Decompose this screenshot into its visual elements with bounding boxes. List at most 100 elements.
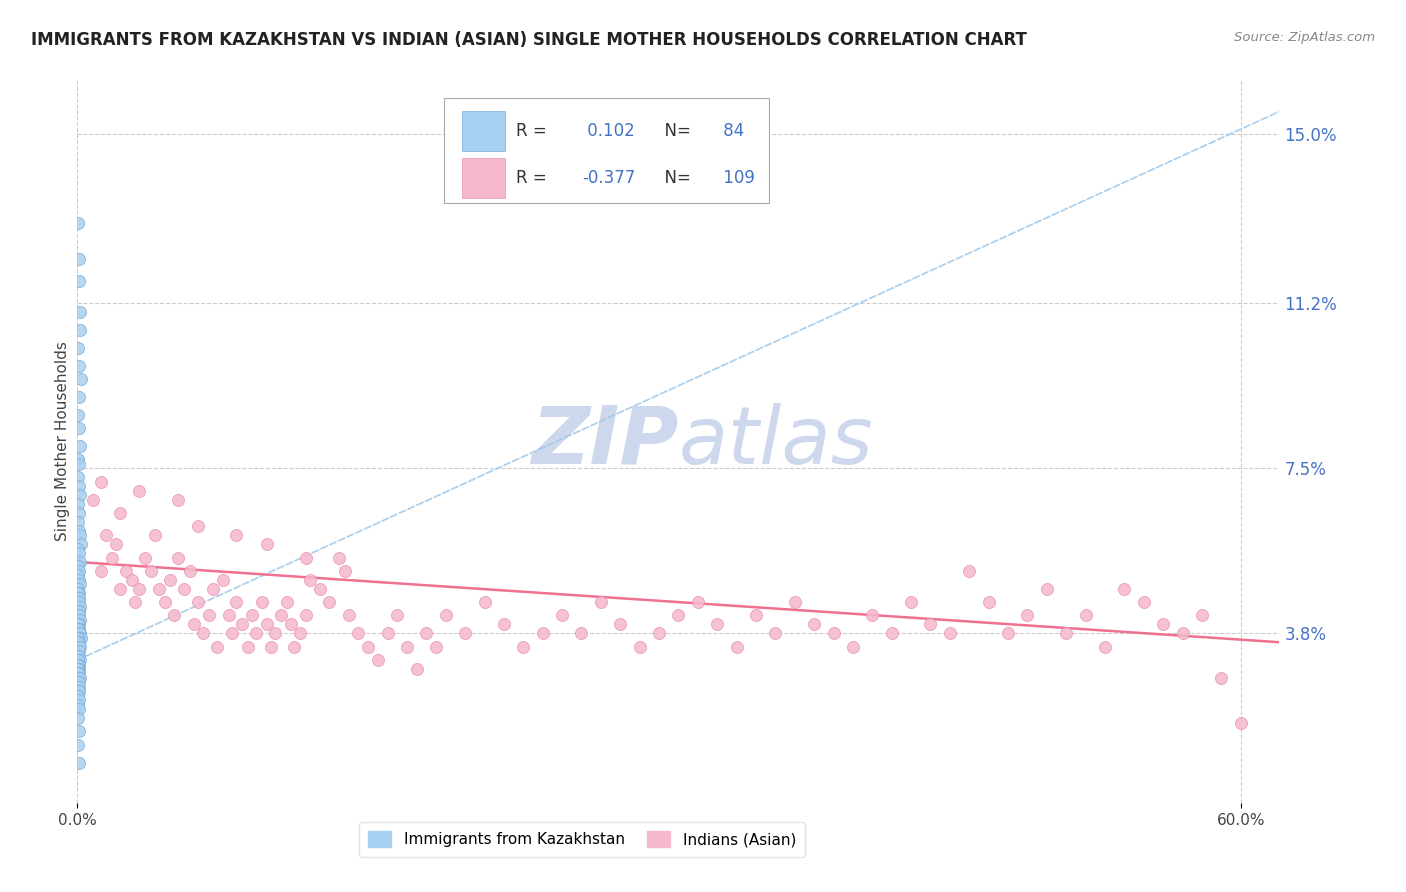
Point <box>860 608 883 623</box>
Point <box>69 671 91 685</box>
Point <box>67 689 90 703</box>
Point <box>67 479 90 493</box>
Point <box>67 684 90 698</box>
Point <box>69 323 91 337</box>
Point <box>67 702 90 716</box>
Point <box>333 564 356 578</box>
Point <box>67 680 90 694</box>
Point <box>67 564 90 578</box>
Text: 109: 109 <box>718 169 755 187</box>
Point <box>159 573 181 587</box>
Point <box>67 506 90 520</box>
Point <box>69 599 91 614</box>
Point <box>67 698 90 712</box>
Point <box>240 608 263 623</box>
Point <box>67 341 90 355</box>
Point <box>977 595 1000 609</box>
Point <box>124 595 146 609</box>
Point <box>405 662 427 676</box>
Point <box>69 653 91 667</box>
Point <box>745 608 768 623</box>
Point <box>67 684 90 698</box>
Point <box>67 662 90 676</box>
Point <box>763 626 786 640</box>
Point <box>67 568 90 582</box>
Point <box>128 483 150 498</box>
Point <box>67 559 90 574</box>
Point <box>67 653 90 667</box>
Point <box>67 738 90 752</box>
Point <box>211 573 233 587</box>
Point <box>69 488 91 502</box>
Text: 0.102: 0.102 <box>582 122 636 140</box>
Point <box>67 635 90 649</box>
Point <box>69 305 91 319</box>
Point <box>70 537 93 551</box>
Point <box>67 675 90 690</box>
Point <box>179 564 201 578</box>
Point <box>67 622 90 636</box>
Point <box>67 644 90 658</box>
Point <box>1171 626 1194 640</box>
Point <box>90 475 112 489</box>
Point <box>1152 617 1174 632</box>
Point <box>67 274 90 288</box>
Point <box>551 608 574 623</box>
Text: 84: 84 <box>718 122 744 140</box>
Point <box>69 528 91 542</box>
Point <box>67 666 90 681</box>
Point <box>648 626 671 640</box>
Point <box>167 492 190 507</box>
Point <box>67 573 90 587</box>
Point <box>264 626 287 640</box>
Point <box>295 550 318 565</box>
Point <box>134 550 156 565</box>
Point <box>67 524 90 538</box>
Point <box>67 421 90 435</box>
Point <box>67 693 90 707</box>
Point <box>1036 582 1059 596</box>
Point <box>280 617 302 632</box>
FancyBboxPatch shape <box>444 98 769 203</box>
Point <box>225 528 247 542</box>
Point <box>67 657 90 672</box>
Point <box>67 644 90 658</box>
Point <box>167 550 190 565</box>
Point <box>90 564 112 578</box>
Text: N=: N= <box>654 169 696 187</box>
Point <box>377 626 399 640</box>
Point <box>347 626 370 640</box>
Point <box>221 626 243 640</box>
Point <box>205 640 228 654</box>
Point <box>256 617 278 632</box>
Text: IMMIGRANTS FROM KAZAKHSTAN VS INDIAN (ASIAN) SINGLE MOTHER HOUSEHOLDS CORRELATIO: IMMIGRANTS FROM KAZAKHSTAN VS INDIAN (AS… <box>31 31 1026 49</box>
Point <box>900 595 922 609</box>
Point <box>415 626 437 640</box>
Point <box>1054 626 1077 640</box>
Point <box>589 595 612 609</box>
Point <box>67 252 90 266</box>
Text: -0.377: -0.377 <box>582 169 636 187</box>
Point <box>512 640 534 654</box>
Point <box>143 528 166 542</box>
Point <box>1094 640 1116 654</box>
Point <box>105 537 128 551</box>
Point <box>67 546 90 560</box>
Point <box>395 640 418 654</box>
Point <box>628 640 651 654</box>
Point <box>276 595 298 609</box>
Point <box>153 595 176 609</box>
Point <box>236 640 259 654</box>
Point <box>67 635 90 649</box>
Point <box>67 662 90 676</box>
Point <box>357 640 380 654</box>
Point <box>1132 595 1154 609</box>
Point <box>163 608 186 623</box>
Point <box>67 541 90 556</box>
Text: Source: ZipAtlas.com: Source: ZipAtlas.com <box>1234 31 1375 45</box>
Point <box>69 613 91 627</box>
Point <box>367 653 389 667</box>
Point <box>783 595 806 609</box>
Point <box>256 537 278 551</box>
Point <box>67 648 90 663</box>
